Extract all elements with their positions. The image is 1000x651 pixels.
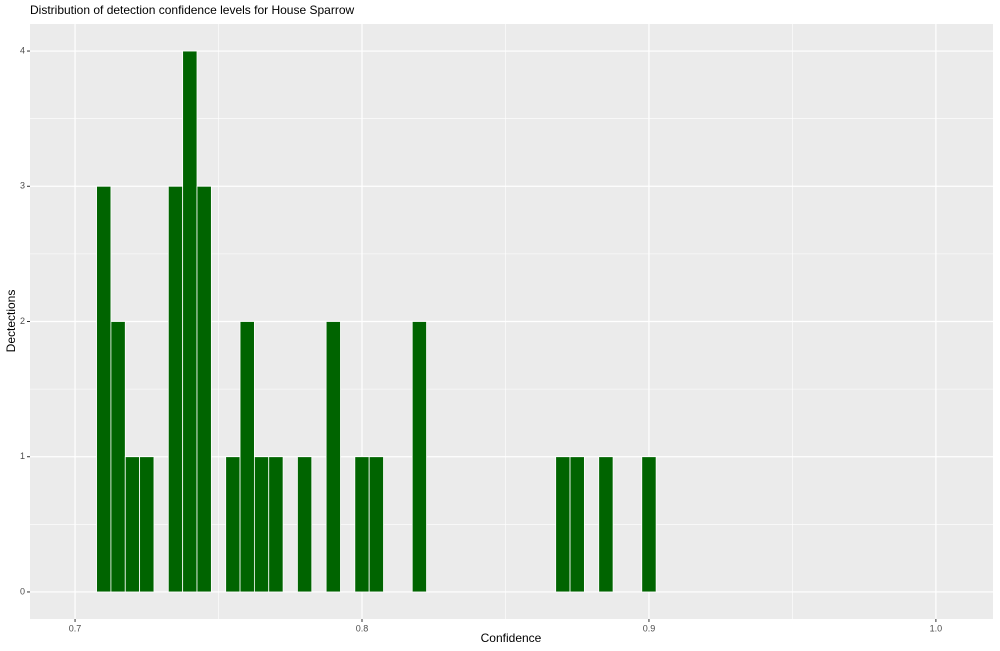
bar: [253, 456, 270, 593]
y-tick-label: 1: [20, 451, 25, 461]
x-tick-label: 1.0: [930, 623, 943, 633]
y-tick-label: 3: [20, 181, 25, 191]
bar: [297, 456, 313, 593]
bar: [110, 321, 126, 593]
bar: [239, 321, 255, 593]
bar: [354, 456, 370, 593]
bar: [196, 185, 212, 593]
bar: [325, 321, 341, 593]
x-axis-label: Confidence: [481, 631, 542, 645]
bar: [368, 456, 384, 593]
y-tick-label: 0: [20, 586, 25, 596]
bars: [96, 50, 657, 593]
x-tick-label: 0.9: [643, 623, 656, 633]
bar: [268, 456, 284, 593]
bar: [225, 456, 241, 593]
bar: [569, 456, 585, 593]
bar: [411, 321, 427, 593]
y-tick-label: 4: [20, 45, 25, 55]
x-tick-label: 0.8: [356, 623, 369, 633]
bar: [139, 456, 155, 593]
y-axis-label: Dectections: [4, 290, 18, 353]
chart-title: Distribution of detection confidence lev…: [30, 3, 355, 17]
bar: [96, 185, 112, 593]
bar: [598, 456, 614, 593]
bar: [167, 185, 184, 593]
bar: [124, 456, 141, 593]
bar: [641, 456, 657, 593]
x-tick-label: 0.7: [69, 623, 82, 633]
bar: [555, 456, 571, 593]
bar: [182, 50, 198, 593]
y-tick-label: 2: [20, 316, 25, 326]
